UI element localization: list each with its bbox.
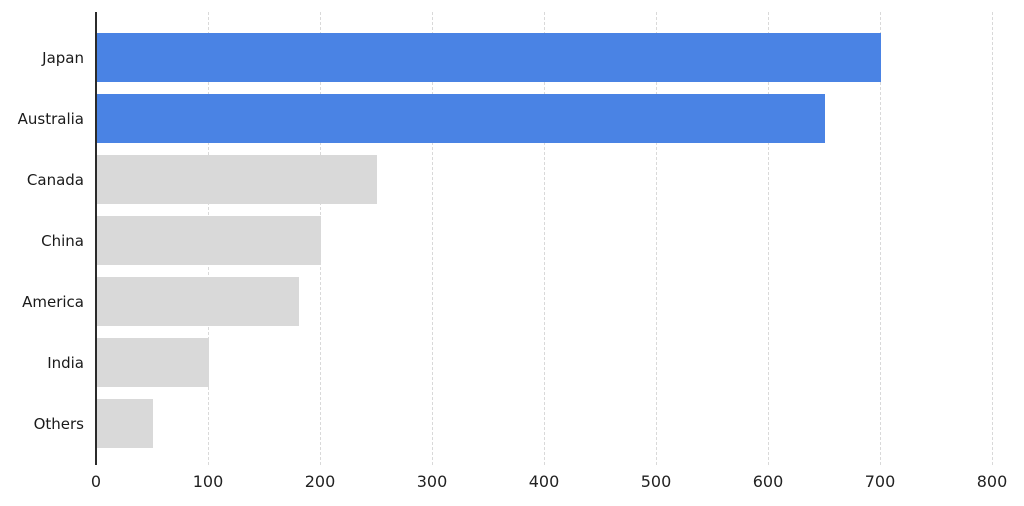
bar-canada bbox=[97, 155, 377, 204]
gridline-x-500 bbox=[656, 12, 657, 465]
category-label-america: America bbox=[22, 292, 84, 311]
bar-india bbox=[97, 338, 209, 387]
category-label-india: India bbox=[47, 353, 84, 372]
y-axis-line bbox=[95, 12, 97, 465]
x-tick-label-0: 0 bbox=[90, 472, 102, 491]
category-label-china: China bbox=[41, 231, 84, 250]
x-tick-label-700: 700 bbox=[864, 472, 896, 491]
x-tick-label-400: 400 bbox=[528, 472, 560, 491]
x-tick-label-500: 500 bbox=[640, 472, 672, 491]
bar-america bbox=[97, 277, 299, 326]
plot-area bbox=[96, 12, 993, 465]
gridline-x-600 bbox=[768, 12, 769, 465]
category-label-others: Others bbox=[33, 414, 84, 433]
bar-australia bbox=[97, 94, 825, 143]
bar-others bbox=[97, 399, 153, 448]
x-tick-label-100: 100 bbox=[192, 472, 224, 491]
category-label-canada: Canada bbox=[26, 170, 84, 189]
x-tick-label-800: 800 bbox=[976, 472, 1008, 491]
x-tick-label-600: 600 bbox=[752, 472, 784, 491]
x-tick-label-200: 200 bbox=[304, 472, 336, 491]
gridline-x-300 bbox=[432, 12, 433, 465]
x-tick-label-300: 300 bbox=[416, 472, 448, 491]
category-label-japan: Japan bbox=[42, 48, 84, 67]
gridline-x-400 bbox=[544, 12, 545, 465]
bar-china bbox=[97, 216, 321, 265]
bar-japan bbox=[97, 33, 881, 82]
gridline-x-700 bbox=[880, 12, 881, 465]
category-label-australia: Australia bbox=[17, 109, 84, 128]
gridline-x-800 bbox=[992, 12, 993, 465]
